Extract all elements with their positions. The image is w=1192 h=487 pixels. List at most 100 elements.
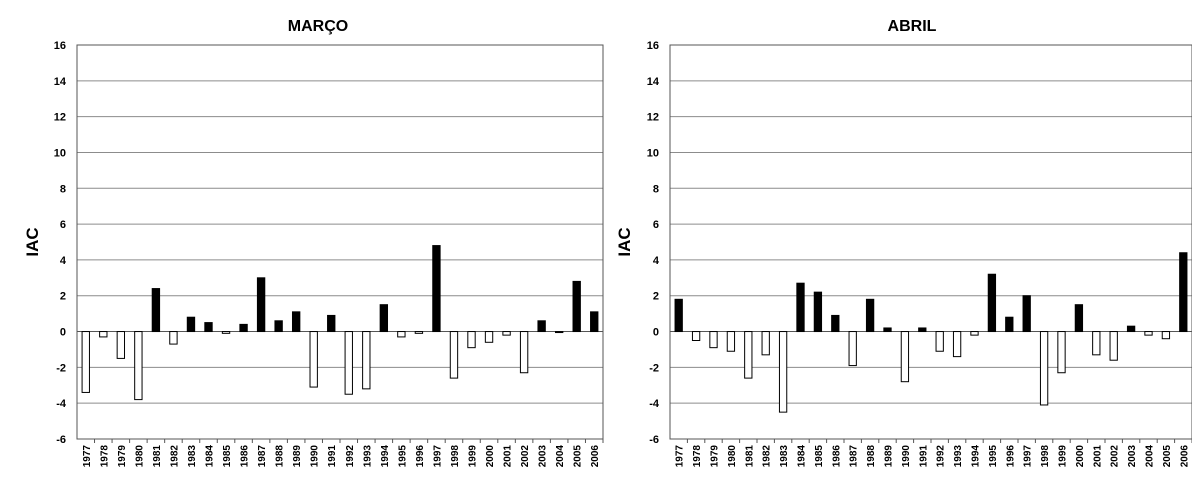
bar-1982 [169, 331, 178, 345]
x-tick-label: 1998 [450, 445, 461, 468]
y-tick-label: 8 [60, 183, 66, 195]
bar-1988 [865, 298, 875, 333]
x-tick-label: 1977 [675, 445, 686, 468]
bar-1989 [883, 327, 892, 333]
y-tick-label: -6 [649, 434, 659, 446]
y-tick-label: 10 [647, 147, 659, 159]
x-tick-label: 1989 [884, 445, 895, 468]
bar-1998 [449, 331, 459, 379]
x-tick-label: 2006 [1179, 445, 1190, 468]
y-tick-label: 4 [653, 255, 660, 267]
x-tick-label: 1993 [362, 445, 373, 468]
bar-1992 [344, 331, 353, 395]
bar-2004 [1144, 331, 1153, 336]
bar-1977 [81, 331, 90, 393]
x-tick-label: 1993 [953, 445, 964, 468]
x-tick-label: 1997 [432, 445, 443, 468]
y-axis-label: IAC [615, 227, 634, 256]
bar-1984 [204, 322, 213, 333]
y-tick-label: 6 [653, 219, 659, 231]
y-tick-label: 16 [54, 40, 66, 52]
bar-1989 [291, 311, 301, 333]
x-tick-label: 1984 [205, 445, 216, 468]
bar-2006 [590, 311, 599, 333]
y-tick-label: 10 [54, 147, 66, 159]
x-tick-label: 1987 [257, 445, 268, 468]
x-tick-label: 1977 [82, 445, 93, 468]
bar-1977 [674, 298, 683, 333]
bar-1996 [1005, 316, 1014, 333]
bar-2003 [537, 320, 546, 333]
x-tick-label: 1995 [988, 445, 999, 468]
bar-1993 [362, 331, 371, 390]
x-tick-label: 1999 [468, 445, 479, 468]
x-tick-label: 1996 [415, 445, 426, 468]
bar-2003 [1126, 325, 1136, 333]
bar-1981 [744, 331, 753, 379]
y-tick-label: 12 [54, 112, 66, 124]
chart-marco: 16 14 12 10 8 6 4 2 0 -2 -4 -6 1977 1978 1979 1980 1981 1… [23, 18, 604, 468]
x-tick-label: 2005 [1162, 445, 1173, 468]
bar-2005 [1161, 331, 1171, 340]
bar-1997 [432, 245, 441, 333]
x-tick-label: 1986 [240, 445, 251, 468]
bar-1986 [239, 323, 248, 333]
y-tick-label: 0 [653, 327, 659, 339]
bar-1980 [134, 331, 143, 401]
bar-1990 [900, 331, 910, 383]
x-tick-label: 2000 [485, 445, 496, 468]
bar-1984 [796, 282, 805, 333]
x-tick-label: 1980 [134, 445, 145, 468]
x-tick-label: 2003 [1127, 445, 1138, 468]
bar-1999 [467, 331, 476, 349]
y-tick-label: 8 [653, 183, 659, 195]
x-tick-label: 1992 [936, 445, 947, 468]
x-tick-label: 2002 [520, 445, 531, 468]
x-tick-label: 1980 [727, 445, 738, 468]
chart-title: MARÇO [288, 18, 348, 35]
x-tick-label: 2000 [1075, 445, 1086, 468]
bar-1998 [1039, 331, 1049, 406]
bar-1986 [831, 314, 840, 333]
x-tick-label: 1978 [99, 445, 110, 468]
x-tick-label: 2004 [1145, 445, 1156, 468]
x-tick-label: 1994 [971, 445, 982, 468]
x-tick-label: 1991 [918, 445, 929, 468]
x-tick-label: 1995 [397, 445, 408, 468]
x-tick-label: 1989 [292, 445, 303, 468]
bar-2001 [502, 331, 511, 336]
bar-1991 [327, 314, 336, 333]
plot-frame [669, 44, 1192, 440]
bar-2000 [1074, 304, 1084, 333]
x-tick-label: 1981 [744, 445, 755, 468]
x-tick-label: 1994 [380, 445, 391, 468]
y-tick-label: -4 [56, 398, 67, 410]
bar-1996 [414, 331, 424, 334]
bar-1983 [778, 331, 788, 413]
bar-2002 [519, 331, 529, 374]
x-tick-label: 1988 [275, 445, 286, 468]
bar-1991 [918, 327, 927, 333]
x-tick-label: 1981 [152, 445, 163, 468]
x-tick-label: 1996 [1005, 445, 1016, 468]
x-tick-label: 1978 [692, 445, 703, 468]
bar-1997 [1022, 295, 1031, 333]
x-tick-label: 1982 [169, 445, 180, 468]
bar-1999 [1057, 331, 1066, 374]
x-tick-label: 2002 [1110, 445, 1121, 468]
bar-2006 [1179, 252, 1188, 333]
bar-1987 [256, 277, 266, 333]
bar-1992 [935, 331, 944, 352]
x-tick-label: 1998 [1040, 445, 1051, 468]
bar-1993 [952, 331, 962, 358]
x-tick-label: 1983 [187, 445, 198, 468]
x-tick-label: 1982 [762, 445, 773, 468]
x-tick-label: 1990 [901, 445, 912, 468]
x-tick-label: 1984 [797, 445, 808, 468]
y-tick-label: 14 [54, 76, 67, 88]
bar-1995 [397, 331, 406, 338]
x-tick-label: 2004 [555, 445, 566, 468]
bar-1985 [813, 291, 823, 333]
bar-1979 [116, 331, 126, 359]
